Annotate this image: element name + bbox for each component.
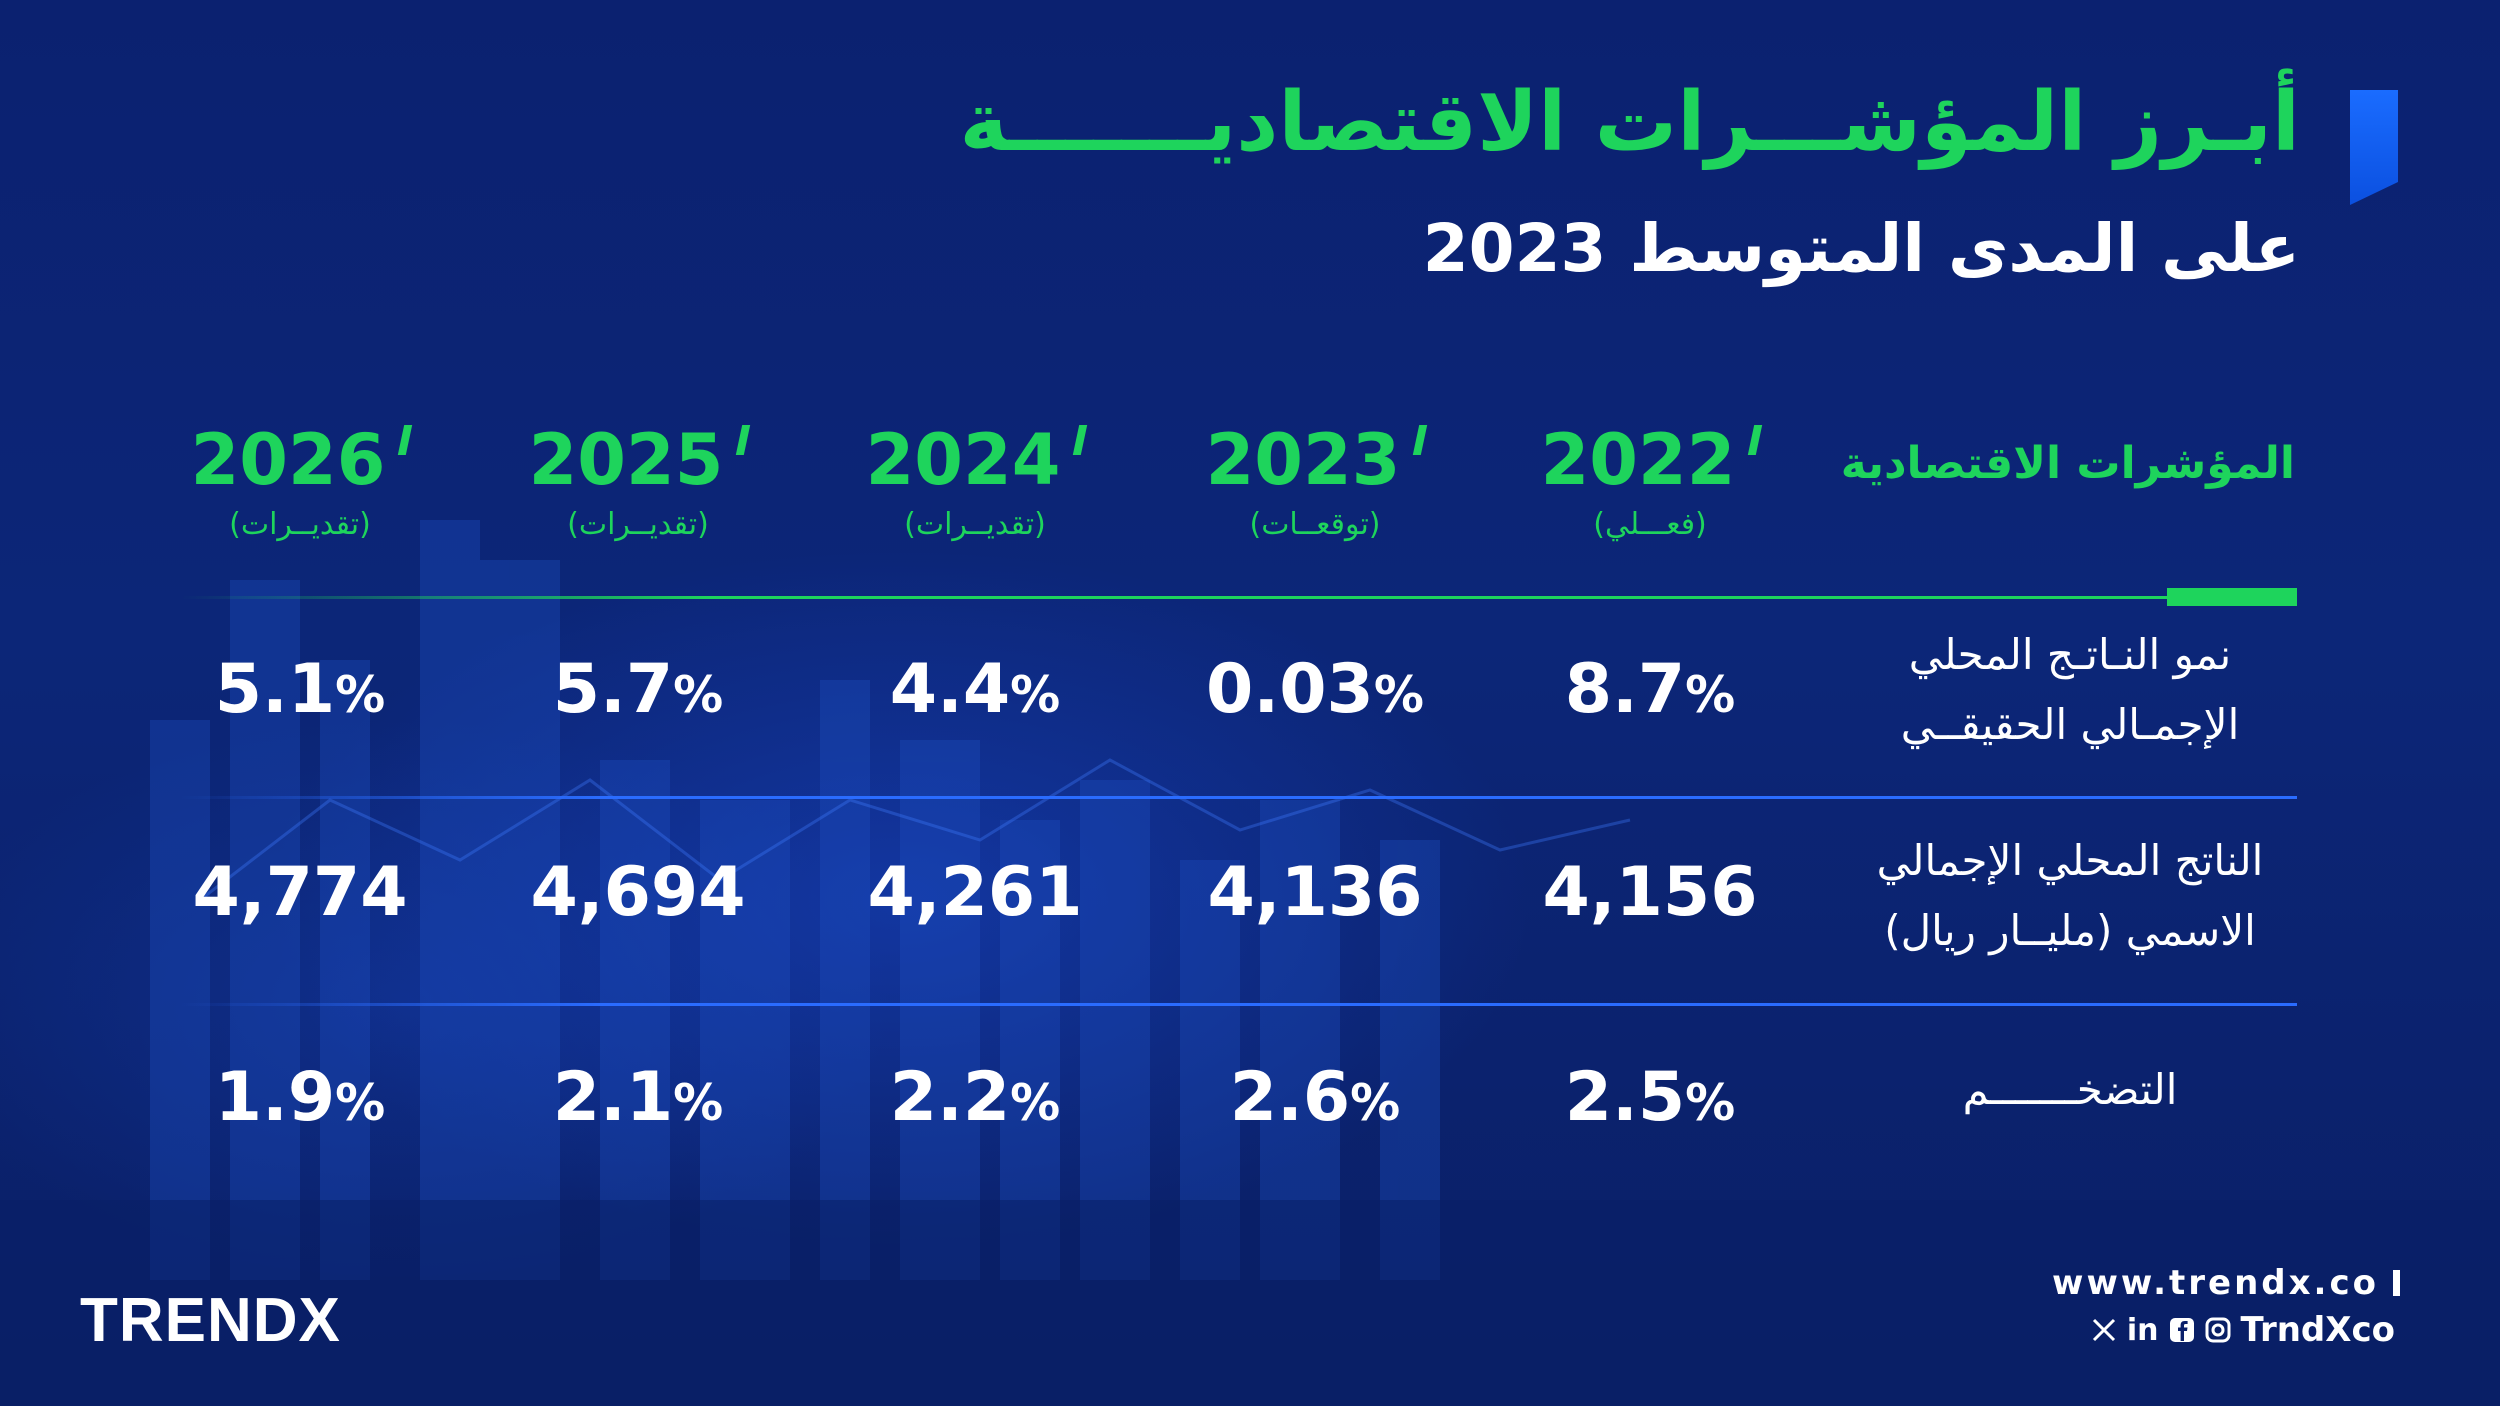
table-cell: 4,774 [140,853,460,932]
table-cell: 4.4% [815,650,1135,729]
row-label-line: الاسمي (مليــار ريال) [1884,906,2256,955]
website-url[interactable]: www.trendx.co [2052,1263,2400,1303]
cell-value: 4,774 [192,853,408,932]
cell-value: 4,694 [530,853,746,932]
cell-value: 2.5 [1564,1058,1686,1137]
header-divider-accent [2167,588,2297,606]
facebook-icon[interactable] [2169,1317,2195,1343]
cell-unit: % [1350,1074,1401,1132]
row-label-line: الناتج المحلي الإجمالي [1876,836,2264,885]
trendx-logo: TRENDX [80,1286,341,1355]
table-cell: 8.7% [1490,650,1810,729]
cell-unit: % [1010,1074,1061,1132]
instagram-icon[interactable] [2205,1317,2231,1343]
cell-value: 2.6 [1229,1058,1351,1137]
cell-value: 0.03 [1206,650,1374,729]
column-note: (تقديــرات) [904,507,1046,542]
table-cell: 2.1% [478,1058,798,1137]
column-header-2025: 2025 (تقديــرات) [478,415,798,545]
page-subtitle: على المدى المتوسط 2023 [1422,210,2300,287]
year-tick-mark [736,425,751,455]
column-note: (تقديــرات) [567,507,709,542]
cell-unit: % [335,666,386,724]
column-year: 2022 [1540,419,1736,501]
cell-unit: % [1010,666,1061,724]
row-divider [180,796,2297,799]
column-header-2026: 2026 (تقديــرات) [140,415,460,545]
cell-value: 2.2 [889,1058,1011,1137]
cell-unit: % [1373,666,1424,724]
year-tick-mark [1413,425,1428,455]
cell-value: 5.7 [552,650,674,729]
website-mark-icon [2393,1270,2400,1296]
table-cell: 2.6% [1155,1058,1475,1137]
row-label-line: نمو النـاتـج المحلي [1908,630,2232,679]
table-cell: 4,694 [478,853,798,932]
website-url-text[interactable]: www.trendx.co [2052,1263,2379,1303]
table-cell: 4,261 [815,853,1135,932]
column-header-2024: 2024 (تقديــرات) [815,415,1135,545]
social-handle[interactable]: TrndXco [2240,1310,2396,1350]
year-tick-mark [1073,425,1088,455]
row-label-real-gdp-growth: نمو النـاتـج المحلي الإجمـالي الحقيقــي [1840,620,2300,760]
column-year: 2026 [190,419,386,501]
table-cell: 2.2% [815,1058,1135,1137]
cell-value: 4.4 [889,650,1011,729]
row-label-nominal-gdp: الناتج المحلي الإجمالي الاسمي (مليــار ر… [1840,826,2300,966]
table-cell: 4,136 [1155,853,1475,932]
column-note: (توقعــات) [1249,507,1381,542]
cell-value: 4,156 [1542,853,1758,932]
cell-value: 4,261 [867,853,1083,932]
cell-value: 8.7 [1564,650,1686,729]
table-cell: 2.5% [1490,1058,1810,1137]
column-year: 2024 [865,419,1061,501]
cell-unit: % [673,1074,724,1132]
cell-unit: % [1685,666,1736,724]
table-cell: 0.03% [1155,650,1475,729]
column-year: 2023 [1205,419,1401,501]
title-accent-bar [2350,90,2398,205]
row-label-inflation: التضخـــــــم [1840,1055,2300,1125]
row-label-line: التضخـــــــم [1962,1065,2178,1114]
page-title: أبـرز المؤشـــرات الاقتصاديـــــــة [959,75,2300,170]
cell-unit: % [1685,1074,1736,1132]
year-tick-mark [398,425,413,455]
row-label-line: الإجمـالي الحقيقــي [1900,700,2240,749]
cell-value: 5.1 [214,650,336,729]
column-header-2022: 2022 (فعـــلي) [1490,415,1810,545]
year-tick-mark [1748,425,1763,455]
column-header-2023: 2023 (توقعــات) [1155,415,1475,545]
column-year: 2025 [528,419,724,501]
linkedin-icon[interactable]: in [2126,1312,2159,1348]
table-cell: 4,156 [1490,853,1810,932]
row-divider [180,1003,2297,1006]
city-skyline-image [0,520,2500,1406]
social-links: in TrndXco [2091,1310,2395,1350]
table-cell: 5.1% [140,650,460,729]
table-cell: 5.7% [478,650,798,729]
column-note: (تقديــرات) [229,507,371,542]
cell-unit: % [335,1074,386,1132]
table-cell: 1.9% [140,1058,460,1137]
cell-unit: % [673,666,724,724]
cell-value: 1.9 [214,1058,336,1137]
x-icon[interactable] [2091,1317,2117,1343]
header-divider [180,596,2297,599]
cell-value: 2.1 [552,1058,674,1137]
cell-value: 4,136 [1207,853,1423,932]
indicators-column-header: المؤشرات الاقتصادية [1840,438,2295,489]
column-note: (فعـــلي) [1593,507,1707,542]
